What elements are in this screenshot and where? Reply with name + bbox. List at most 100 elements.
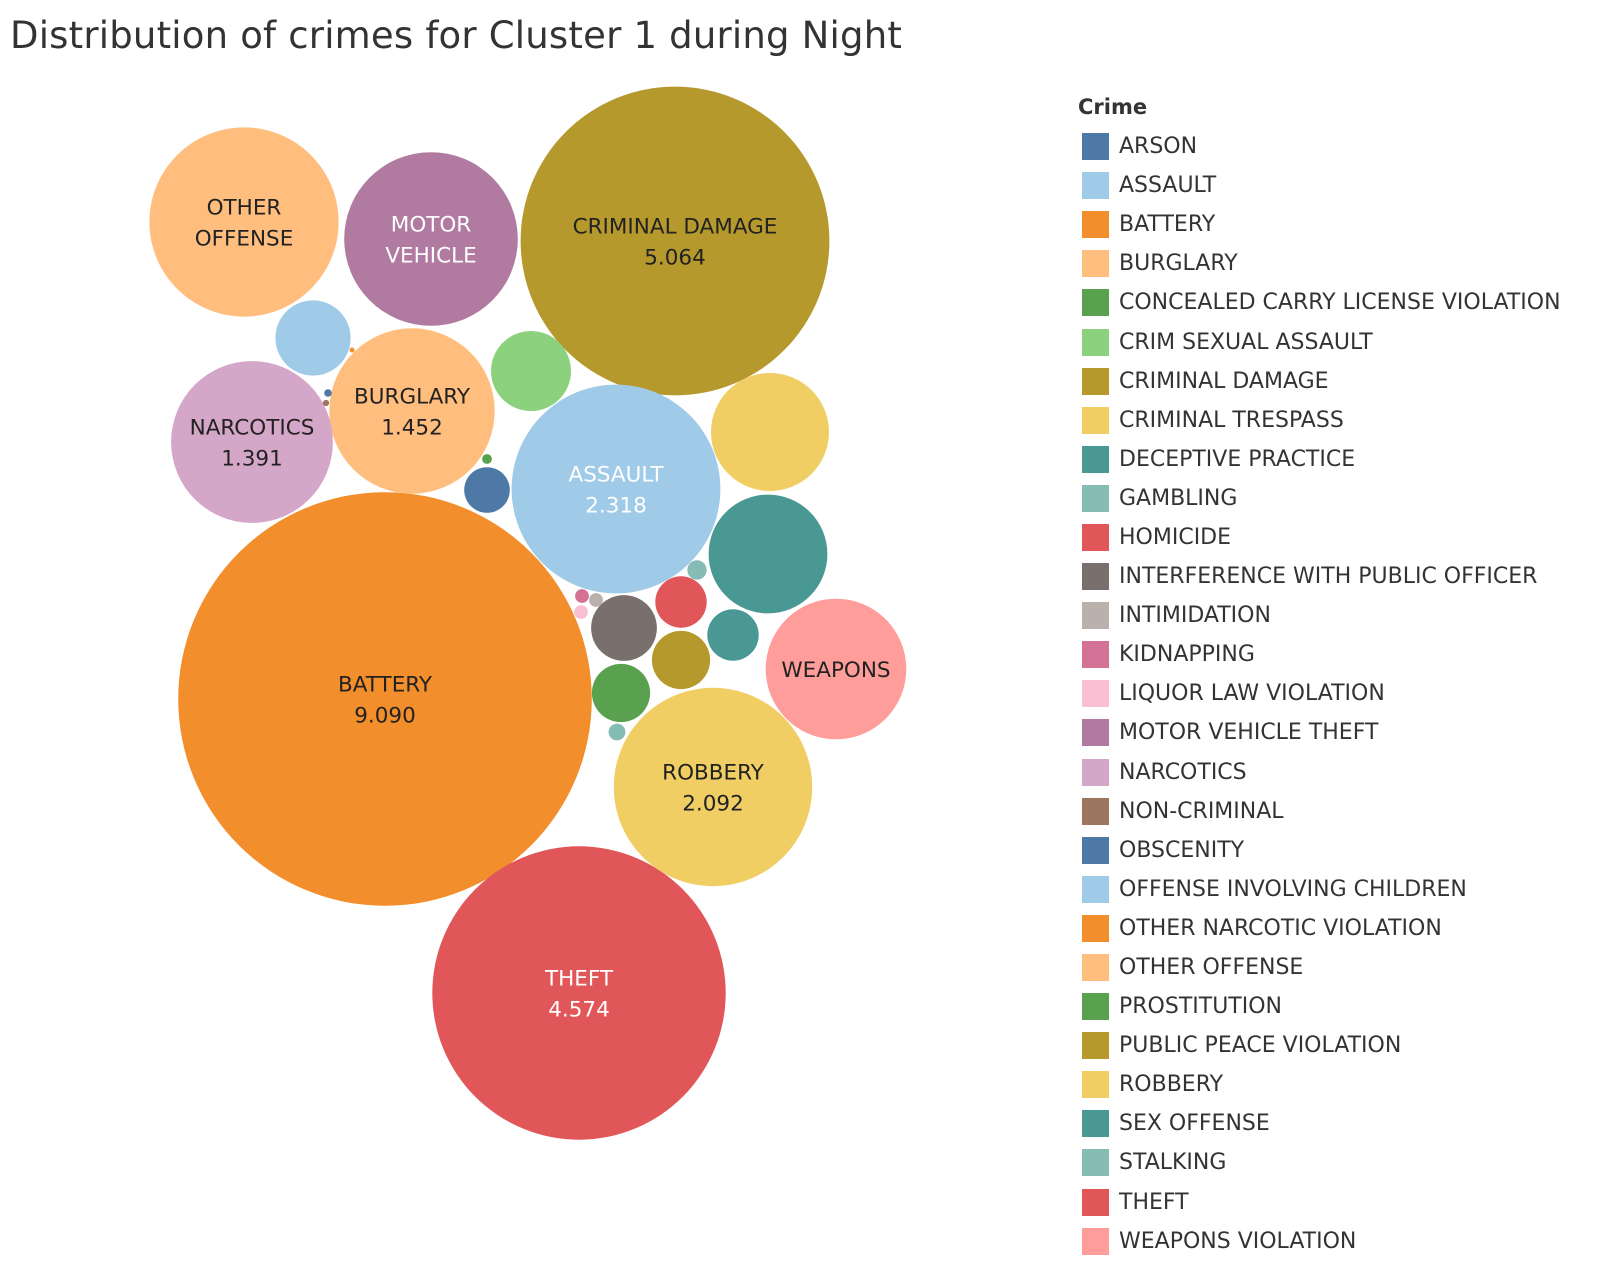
bubble-other-offense[interactable]: OTHER OFFENSE bbox=[149, 127, 339, 317]
legend-label: ROBBERY bbox=[1119, 1072, 1224, 1098]
bubble-circle bbox=[520, 86, 830, 396]
bubble-crim-sexual-assault[interactable] bbox=[491, 331, 571, 411]
bubble-arson[interactable] bbox=[464, 467, 510, 513]
bubble-interference-with-public-officer[interactable] bbox=[591, 595, 657, 661]
legend-item-battery[interactable]: BATTERY bbox=[1082, 205, 1602, 244]
bubble-offense-involving-children[interactable] bbox=[275, 300, 351, 376]
bubble-label: 5.064 bbox=[644, 246, 706, 271]
legend-swatch bbox=[1082, 523, 1109, 551]
bubble-circle bbox=[608, 723, 626, 741]
legend-swatch bbox=[1082, 1071, 1109, 1099]
legend-swatch bbox=[1082, 993, 1109, 1021]
legend-item-weapons-violation[interactable]: WEAPONS VIOLATION bbox=[1082, 1222, 1602, 1261]
bubble-battery[interactable]: BATTERY 9.090 bbox=[178, 492, 592, 906]
bubble-circle bbox=[275, 300, 351, 376]
legend-item-non-criminal[interactable]: NON-CRIMINAL bbox=[1082, 792, 1602, 831]
legend-item-robbery[interactable]: ROBBERY bbox=[1082, 1065, 1602, 1104]
bubble-label: 2.092 bbox=[682, 792, 744, 817]
legend-item-criminal-damage[interactable]: CRIMINAL DAMAGE bbox=[1082, 362, 1602, 401]
bubble-criminal-damage[interactable]: CRIMINAL DAMAGE 5.064 bbox=[520, 86, 830, 396]
legend-item-assault[interactable]: ASSAULT bbox=[1082, 166, 1602, 205]
bubble-kidnapping[interactable] bbox=[575, 589, 589, 603]
bubble-circle bbox=[711, 373, 829, 491]
legend-label: OTHER NARCOTIC VIOLATION bbox=[1119, 915, 1442, 941]
bubble-label: 4.574 bbox=[548, 998, 610, 1023]
legend-item-narcotics[interactable]: NARCOTICS bbox=[1082, 753, 1602, 792]
legend-item-offense-involving-children[interactable]: OFFENSE INVOLVING CHILDREN bbox=[1082, 870, 1602, 909]
bubble-label: 9.090 bbox=[354, 704, 416, 729]
bubble-label: OFFENSE bbox=[195, 227, 294, 252]
chart-title: Distribution of crimes for Cluster 1 dur… bbox=[10, 14, 903, 57]
bubble-sex-offense[interactable] bbox=[707, 609, 759, 661]
legend-item-motor-vehicle-theft[interactable]: MOTOR VEHICLE THEFT bbox=[1082, 713, 1602, 752]
bubble-label: 1.391 bbox=[221, 447, 283, 472]
bubble-burglary[interactable]: BURGLARY 1.452 bbox=[329, 328, 495, 494]
bubble-circle bbox=[329, 328, 495, 494]
bubble-circle bbox=[511, 384, 721, 594]
legend-item-homicide[interactable]: HOMICIDE bbox=[1082, 518, 1602, 557]
bubble-gambling[interactable] bbox=[608, 723, 626, 741]
bubble-public-peace-violation[interactable] bbox=[651, 630, 711, 690]
bubble-circle bbox=[171, 361, 333, 523]
bubble-liquor-law-violation[interactable] bbox=[574, 605, 588, 619]
legend-item-intimidation[interactable]: INTIMIDATION bbox=[1082, 596, 1602, 635]
legend-item-stalking[interactable]: STALKING bbox=[1082, 1143, 1602, 1182]
bubble-robbery[interactable]: ROBBERY 2.092 bbox=[613, 687, 813, 887]
bubble-weapons-violation[interactable]: WEAPONS bbox=[765, 598, 907, 740]
bubble-criminal-trespass[interactable] bbox=[711, 373, 829, 491]
legend-item-kidnapping[interactable]: KIDNAPPING bbox=[1082, 635, 1602, 674]
legend-label: HOMICIDE bbox=[1119, 524, 1232, 550]
bubble-concealed-carry-license-violation[interactable] bbox=[482, 454, 492, 464]
bubble-stalking[interactable] bbox=[687, 560, 707, 580]
bubble-circle bbox=[491, 331, 571, 411]
legend-label: SEX OFFENSE bbox=[1119, 1111, 1270, 1137]
bubble-circle bbox=[765, 598, 907, 740]
legend-label: BURGLARY bbox=[1119, 251, 1238, 277]
bubble-other-narcotic-violation[interactable] bbox=[349, 347, 355, 353]
bubble-circle bbox=[324, 389, 332, 397]
legend-item-interference-with-public-officer[interactable]: INTERFERENCE WITH PUBLIC OFFICER bbox=[1082, 557, 1602, 596]
legend-swatch bbox=[1082, 367, 1109, 395]
legend-item-burglary[interactable]: BURGLARY bbox=[1082, 244, 1602, 283]
bubble-motor-vehicle-theft[interactable]: MOTOR VEHICLE bbox=[344, 152, 518, 326]
legend-label: NARCOTICS bbox=[1119, 759, 1247, 785]
legend-item-liquor-law-violation[interactable]: LIQUOR LAW VIOLATION bbox=[1082, 674, 1602, 713]
legend-label: OFFENSE INVOLVING CHILDREN bbox=[1119, 876, 1467, 902]
legend-item-crim-sexual-assault[interactable]: CRIM SEXUAL ASSAULT bbox=[1082, 322, 1602, 361]
legend-label: OBSCENITY bbox=[1119, 837, 1245, 863]
legend-swatch bbox=[1082, 563, 1109, 591]
bubble-homicide[interactable] bbox=[655, 576, 707, 628]
bubble-label: WEAPONS bbox=[781, 658, 890, 683]
bubble-label: NARCOTICS bbox=[190, 416, 315, 441]
legend-item-sex-offense[interactable]: SEX OFFENSE bbox=[1082, 1104, 1602, 1143]
bubble-narcotics[interactable]: NARCOTICS 1.391 bbox=[171, 361, 333, 523]
legend-item-other-narcotic-violation[interactable]: OTHER NARCOTIC VIOLATION bbox=[1082, 909, 1602, 948]
legend-label: CONCEALED CARRY LICENSE VIOLATION bbox=[1119, 290, 1561, 316]
legend-item-other-offense[interactable]: OTHER OFFENSE bbox=[1082, 948, 1602, 987]
bubble-theft[interactable]: THEFT 4.574 bbox=[432, 846, 726, 1140]
legend-items: ARSON ASSAULT BATTERY BURGLARY CONCEALED CAR… bbox=[1082, 127, 1602, 1261]
bubble-deceptive-practice[interactable] bbox=[708, 494, 828, 614]
legend-swatch bbox=[1082, 133, 1109, 161]
bubble-obscenity[interactable] bbox=[324, 389, 332, 397]
bubble-circle bbox=[708, 494, 828, 614]
bubble-intimidation[interactable] bbox=[589, 593, 603, 607]
legend-item-criminal-trespass[interactable]: CRIMINAL TRESPASS bbox=[1082, 401, 1602, 440]
legend-label: CRIMINAL TRESPASS bbox=[1119, 407, 1344, 433]
bubble-non-criminal[interactable] bbox=[322, 399, 330, 407]
legend-item-deceptive-practice[interactable]: DECEPTIVE PRACTICE bbox=[1082, 440, 1602, 479]
legend-swatch bbox=[1082, 914, 1109, 942]
legend-label: KIDNAPPING bbox=[1119, 642, 1255, 668]
legend-item-public-peace-violation[interactable]: PUBLIC PEACE VIOLATION bbox=[1082, 1026, 1602, 1065]
bubble-circle bbox=[613, 687, 813, 887]
legend-item-concealed-carry-license-violation[interactable]: CONCEALED CARRY LICENSE VIOLATION bbox=[1082, 283, 1602, 322]
legend-item-prostitution[interactable]: PROSTITUTION bbox=[1082, 987, 1602, 1026]
bubble-assault[interactable]: ASSAULT 2.318 bbox=[511, 384, 721, 594]
legend-item-obscenity[interactable]: OBSCENITY bbox=[1082, 831, 1602, 870]
legend-swatch bbox=[1082, 1188, 1109, 1216]
legend-item-gambling[interactable]: GAMBLING bbox=[1082, 479, 1602, 518]
bubble-prostitution[interactable] bbox=[591, 663, 651, 723]
legend-item-arson[interactable]: ARSON bbox=[1082, 127, 1602, 166]
legend-swatch bbox=[1082, 1149, 1109, 1177]
legend-item-theft[interactable]: THEFT bbox=[1082, 1183, 1602, 1222]
